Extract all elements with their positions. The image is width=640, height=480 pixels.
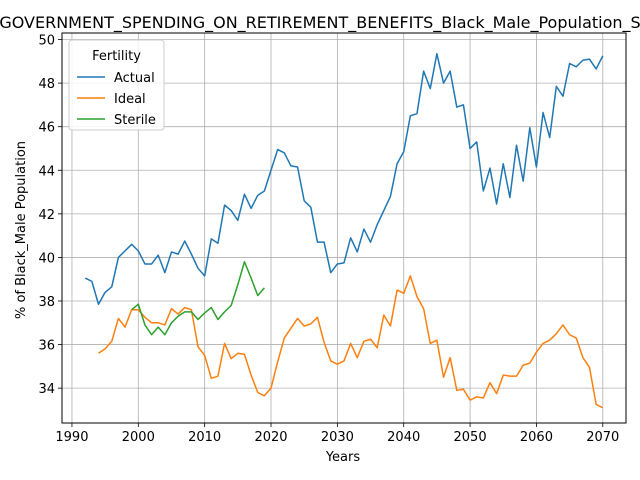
legend-box <box>68 39 165 131</box>
legend-label-actual: Actual <box>114 71 155 86</box>
y-axis-label: % of Black_Male Population <box>14 141 29 319</box>
y-tick-label: 36 <box>38 339 55 354</box>
y-tick-label: 44 <box>38 164 55 179</box>
x-axis: 1990 2000 2010 2020 2030 2040 2050 2060 2070 <box>55 423 619 445</box>
plot-series <box>84 52 604 409</box>
grid-lines <box>62 33 626 423</box>
chart-title: GOVERNMENT_SPENDING_ON_RETIREMENT_BENEFI… <box>0 13 640 33</box>
y-tick-label: 50 <box>38 34 55 49</box>
y-tick-label: 46 <box>38 121 55 136</box>
x-axis-label: Years <box>325 450 361 465</box>
y-tick-label: 34 <box>38 382 55 397</box>
plot-frame <box>61 32 627 424</box>
x-tick-label: 2050 <box>454 430 487 445</box>
x-tick-label: 1990 <box>55 430 88 445</box>
legend-label-ideal: Ideal <box>114 92 146 107</box>
y-tick-label: 42 <box>38 208 55 223</box>
y-tick-label: 48 <box>38 77 55 92</box>
series-line-ideal <box>98 275 604 409</box>
x-tick-label: 2000 <box>122 430 155 445</box>
legend-label-sterile: Sterile <box>114 113 156 128</box>
y-tick-label: 38 <box>38 295 55 310</box>
legend: Fertility Actual Ideal Sterile <box>68 39 165 131</box>
x-tick-label: 2030 <box>321 430 354 445</box>
x-tick-label: 2060 <box>520 430 553 445</box>
x-tick-label: 2010 <box>188 430 221 445</box>
x-tick-label: 2020 <box>254 430 287 445</box>
legend-title: Fertility <box>92 49 141 64</box>
x-tick-label: 2070 <box>586 430 619 445</box>
y-tick-label: 40 <box>38 251 55 266</box>
series-line-sterile <box>131 261 265 336</box>
y-axis: 34 36 38 40 42 44 46 48 50 <box>38 34 62 397</box>
x-tick-label: 2040 <box>387 430 420 445</box>
series-line-actual <box>84 52 604 306</box>
